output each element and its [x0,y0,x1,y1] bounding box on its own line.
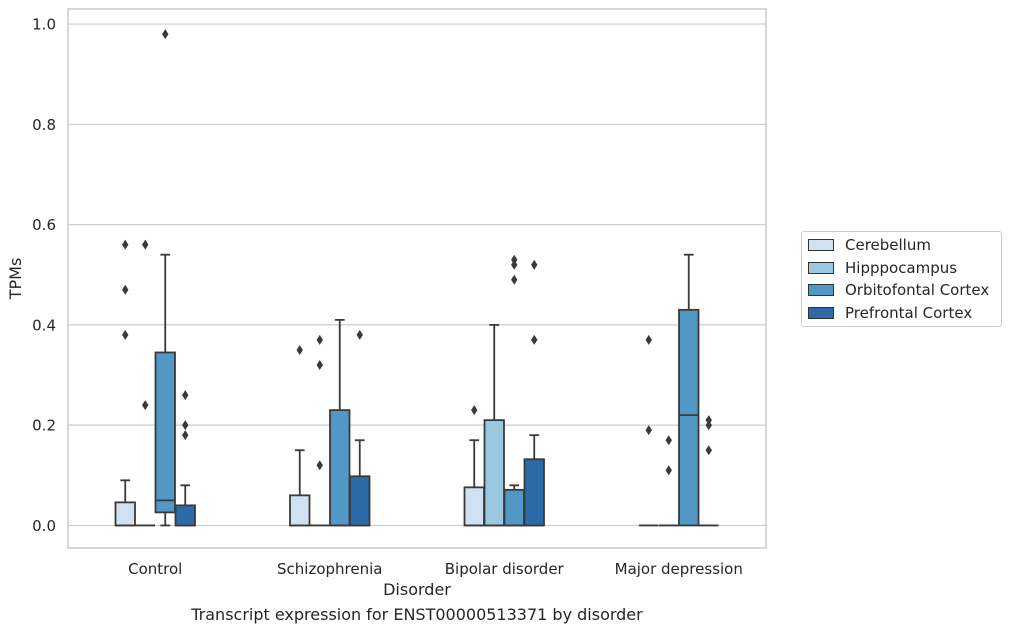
legend-item-prefrontal-cortex: Prefrontal Cortex [808,303,972,323]
x-tick-label: Bipolar disorder [445,560,565,578]
outlier-point [142,400,149,411]
box [329,409,351,527]
box-group [639,334,659,527]
box-group [289,344,311,527]
legend-label: Hipppocampus [845,259,958,277]
x-tick-label: Schizophrenia [277,560,382,578]
x-axis-label: Disorder [383,580,451,599]
outlier-point [122,329,129,340]
outlier-point [665,435,672,446]
outlier-point [122,284,129,295]
y-tick-label: 0.2 [32,417,56,435]
box-group [659,435,679,527]
box [483,419,505,527]
box-group [349,329,371,527]
outlier-point [316,334,323,345]
legend-swatch [808,284,834,296]
box-group [523,259,545,527]
box-group [483,323,505,527]
outlier-point [316,460,323,471]
outlier-point [665,465,672,476]
outlier-point [511,274,518,285]
boxes [114,29,719,527]
y-tick-label: 0.0 [32,517,56,535]
box [523,458,545,527]
legend-item-hippocampus: Hipppocampus [808,258,957,278]
outlier-point [142,239,149,250]
box-group [174,390,196,527]
y-axis-label: TPMs [6,258,25,301]
box-group [154,29,176,527]
legend-swatch [808,307,834,319]
box-group [678,253,700,527]
x-tick-label: Major depression [615,560,743,578]
outlier-point [296,344,303,355]
outlier-point [182,390,189,401]
outlier-point [705,415,712,426]
box-group [329,318,351,527]
box [349,475,371,527]
outlier-point [162,29,169,40]
box [678,308,700,527]
box-group [463,405,485,527]
y-tick-label: 0.8 [32,116,56,134]
legend-item-orbitofrontal-cortex: Orbitofontal Cortex [808,280,989,300]
legend-item-cerebellum: Cerebellum [808,235,931,255]
y-tick-label: 0.6 [32,216,56,234]
legend-label: Cerebellum [845,236,931,254]
outlier-point [182,420,189,431]
y-tick-label: 0.4 [32,316,56,334]
outlier-point [705,420,712,431]
box [463,486,485,527]
outlier-point [645,425,652,436]
outlier-point [122,239,129,250]
y-tick-label: 1.0 [32,16,56,34]
outlier-point [356,329,363,340]
outlier-point [471,405,478,416]
box [289,494,311,527]
chart-caption: Transcript expression for ENST0000051337… [191,605,643,624]
legend: Cerebellum Hipppocampus Orbitofontal Cor… [801,231,1002,327]
y-tick-labels: 0.0 0.2 0.4 0.6 0.8 1.0 [32,16,56,535]
outlier-point [316,359,323,370]
outlier-point [511,259,518,270]
x-tick-label: Control [128,560,182,578]
x-tick-labels: Control Schizophrenia Bipolar disorder Majo… [128,560,743,578]
plot-frame [67,8,767,549]
box-group [310,334,330,527]
legend-swatch [808,239,834,251]
box [503,488,525,527]
outlier-point [531,259,538,270]
outlier-point [511,254,518,265]
box-group [135,239,155,527]
box [154,351,176,514]
box-group [699,415,719,527]
outlier-point [531,334,538,345]
outlier-point [645,334,652,345]
box-group [503,254,525,527]
outlier-point [705,445,712,456]
box-group [114,239,136,527]
outlier-point [182,430,189,441]
box [114,501,136,527]
box [174,504,196,527]
legend-swatch [808,262,834,274]
legend-label: Prefrontal Cortex [845,304,973,322]
legend-label: Orbitofontal Cortex [845,281,990,299]
